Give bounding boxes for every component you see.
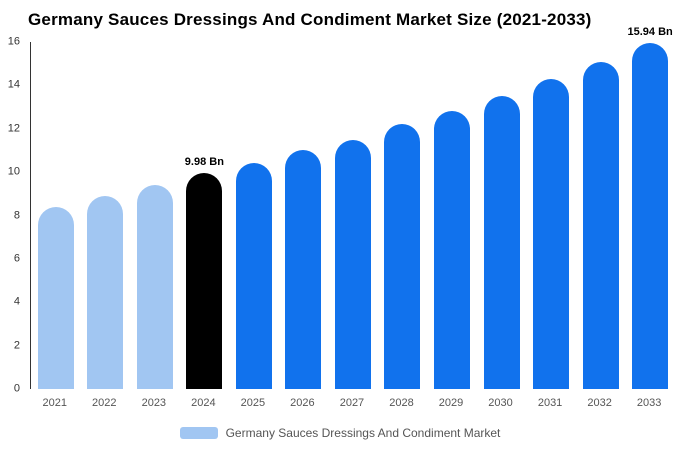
bar-column [526,42,576,389]
bar-2021[interactable] [37,206,74,389]
bar-2032[interactable] [582,61,619,389]
bar-column [81,42,131,389]
y-axis-tick-label: 2 [13,339,20,352]
bar-2033[interactable] [632,43,669,389]
y-axis: 0 2 4 6 8 10 12 14 16 [0,36,24,394]
bar-column [477,42,527,389]
bar-column [328,42,378,389]
x-axis-label: 2025 [240,397,266,409]
x-axis-label: 2023 [141,397,167,409]
bar-column [427,42,477,389]
bar-value-label: 9.98 Bn [184,155,224,168]
bar-column: 15.94 Bn [625,26,675,389]
x-axis-label: 2021 [42,397,67,409]
y-axis-tick-label: 4 [13,295,20,308]
y-axis-tick-label: 6 [13,252,20,265]
bar-2025[interactable] [235,163,272,389]
bar-2031[interactable] [533,78,570,389]
bar-2023[interactable] [136,185,173,389]
y-axis-tick-label: 12 [7,122,20,135]
bar-value-label: 15.94 Bn [627,26,673,39]
bar-column [130,42,180,389]
bar-column [279,42,329,389]
legend-label: Germany Sauces Dressings And Condiment M… [225,426,501,440]
bar-2024[interactable] [186,172,223,389]
bar-2027[interactable] [334,139,371,389]
y-axis-tick-label: 8 [13,209,20,221]
bars-row: 9.98 Bn 15.94 Bn [31,26,675,389]
y-axis-tick-label: 16 [7,35,20,48]
bar-column [576,42,626,389]
x-axis-label: 2030 [488,397,513,409]
y-axis-tick-label: 14 [7,78,20,91]
y-axis-tick-label: 10 [7,165,20,178]
bar-column [378,42,428,389]
bar-2030[interactable] [483,96,520,389]
y-axis-tick-label: 0 [13,382,20,395]
x-axis: 2021 2022 2023 2024 2025 2026 2027 2028 2029 2030… [30,397,674,409]
chart-title: Germany Sauces Dressings And Condiment M… [28,10,592,29]
bar-2029[interactable] [434,111,471,389]
x-axis-label: 2031 [537,397,563,409]
x-axis-label: 2029 [438,397,464,409]
x-axis-label: 2033 [636,397,662,409]
x-axis-label: 2032 [587,397,612,409]
bar-2026[interactable] [285,150,322,389]
x-axis-label: 2024 [191,397,216,409]
bar-column: 9.98 Bn [180,42,230,389]
bar-2022[interactable] [87,195,124,389]
bar-column [229,42,279,389]
x-axis-label: 2026 [290,397,315,409]
legend[interactable]: Germany Sauces Dressings And Condiment M… [0,426,680,440]
x-axis-label: 2022 [92,397,117,409]
plot-area: 9.98 Bn 15.94 Bn [30,26,675,389]
x-axis-label: 2028 [389,397,414,409]
bar-2028[interactable] [384,124,421,389]
bar-column [31,42,81,389]
x-axis-label: 2027 [339,397,365,409]
legend-swatch-icon [179,427,218,439]
